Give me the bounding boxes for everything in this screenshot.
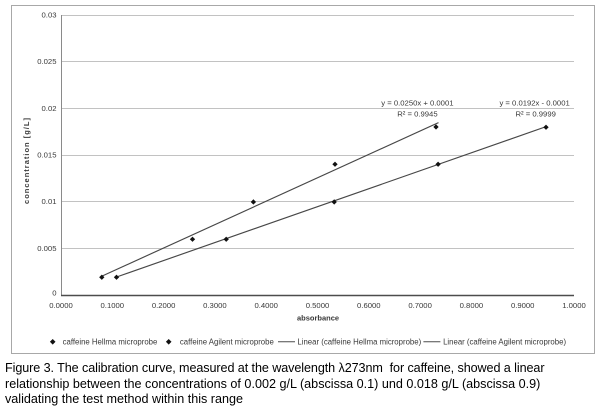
svg-text:0: 0: [52, 289, 56, 298]
svg-text:0.02: 0.02: [42, 104, 57, 113]
svg-text:0.015: 0.015: [37, 151, 56, 160]
svg-text:0.01: 0.01: [42, 197, 57, 206]
svg-text:0.5000: 0.5000: [306, 301, 330, 310]
svg-text:0.1000: 0.1000: [101, 301, 125, 310]
svg-text:Linear (caffeine Hellma microp: Linear (caffeine Hellma microprobe): [297, 337, 421, 346]
svg-text:0.6000: 0.6000: [357, 301, 381, 310]
svg-text:Linear (caffeine Agilent micro: Linear (caffeine Agilent microprobe): [443, 337, 566, 346]
svg-text:absorbance: absorbance: [297, 314, 339, 323]
svg-text:y = 0.0250x + 0.0001: y = 0.0250x + 0.0001: [381, 98, 453, 107]
svg-text:concentration [g/L]: concentration [g/L]: [22, 117, 31, 204]
svg-text:0.4000: 0.4000: [254, 301, 278, 310]
svg-text:R² = 0.9945: R² = 0.9945: [397, 109, 437, 118]
svg-text:0.2000: 0.2000: [152, 301, 176, 310]
svg-text:caffeine Hellma microprobe: caffeine Hellma microprobe: [63, 337, 158, 346]
svg-text:0.03: 0.03: [42, 11, 57, 20]
svg-text:y = 0.0192x - 0.0001: y = 0.0192x - 0.0001: [499, 98, 569, 107]
svg-text:R² = 0.9999: R² = 0.9999: [516, 109, 556, 118]
svg-text:0.9000: 0.9000: [511, 301, 535, 310]
svg-text:0.0000: 0.0000: [49, 301, 73, 310]
svg-text:caffeine Agilent microprobe: caffeine Agilent microprobe: [180, 337, 274, 346]
svg-text:0.3000: 0.3000: [203, 301, 227, 310]
svg-text:1.0000: 1.0000: [562, 301, 586, 310]
svg-text:0.7000: 0.7000: [408, 301, 432, 310]
svg-text:0.005: 0.005: [37, 244, 56, 253]
svg-text:0.025: 0.025: [37, 57, 56, 66]
svg-text:0.8000: 0.8000: [460, 301, 484, 310]
